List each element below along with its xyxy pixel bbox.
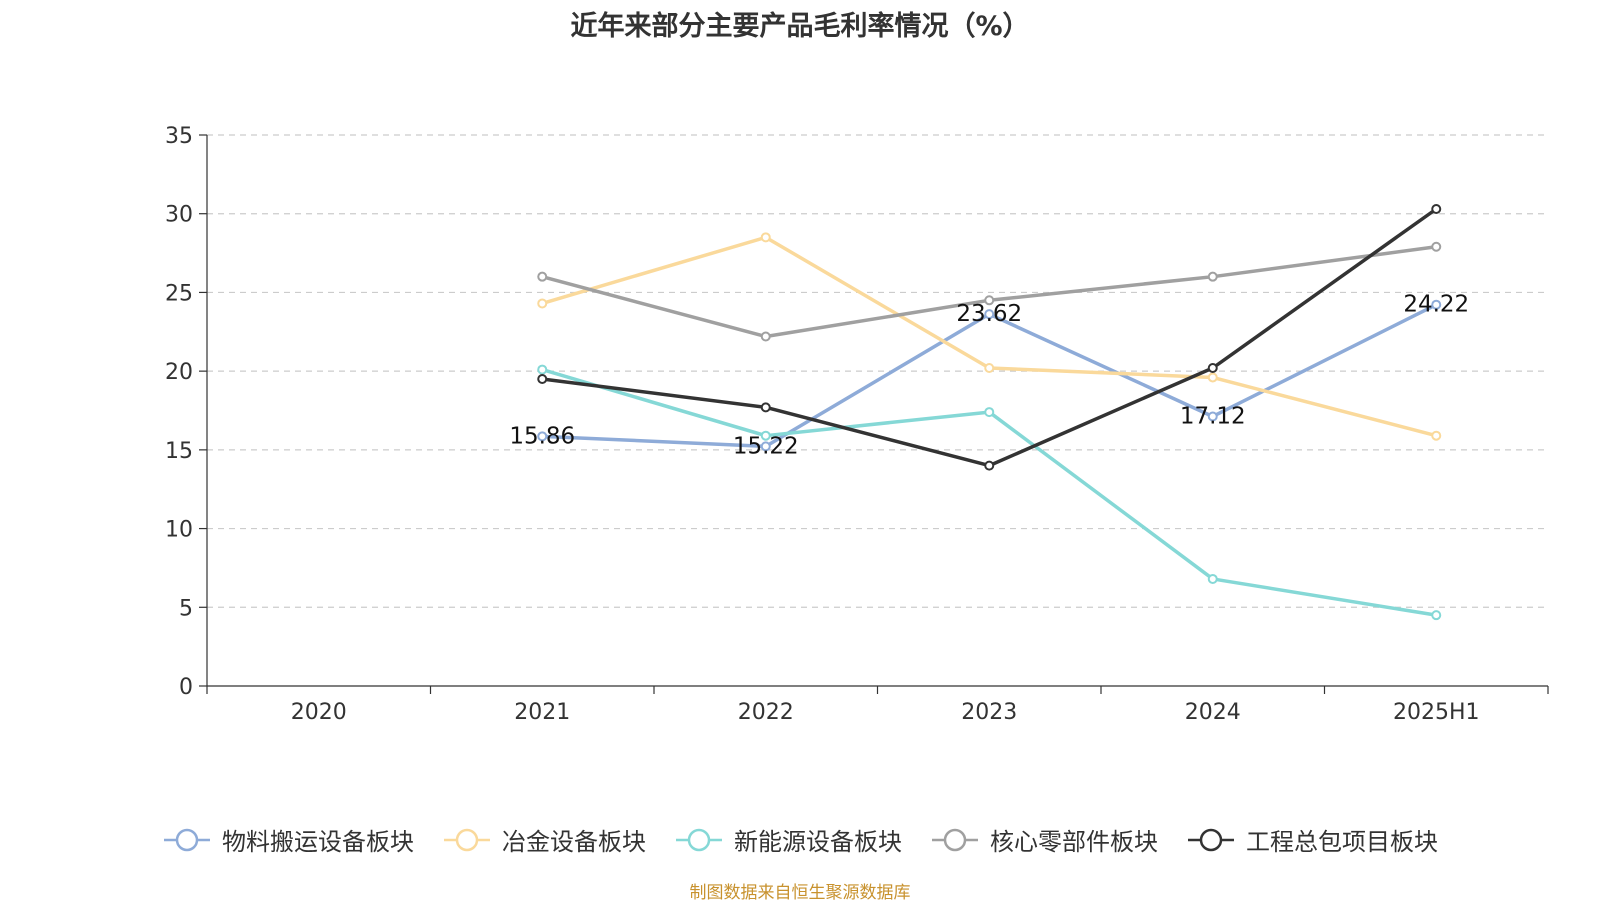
legend-swatch-icon bbox=[932, 828, 978, 851]
series-point-3 bbox=[537, 271, 548, 282]
series-point-3 bbox=[1207, 271, 1218, 282]
y-tick-label: 15 bbox=[165, 439, 193, 464]
series-line-4 bbox=[542, 207, 1438, 468]
legend-swatch-icon bbox=[444, 828, 490, 851]
x-tick-label: 2023 bbox=[961, 700, 1017, 725]
series-point-1 bbox=[537, 298, 548, 309]
x-tick-label: 2025H1 bbox=[1393, 700, 1480, 725]
data-label: 24.22 bbox=[1403, 292, 1469, 318]
legend-label: 工程总包项目板块 bbox=[1246, 828, 1438, 856]
series-point-0 bbox=[984, 309, 995, 320]
legend-swatch-icon bbox=[164, 828, 210, 851]
data-label: 15.86 bbox=[509, 423, 575, 449]
series-line-2 bbox=[541, 367, 1437, 617]
legend-item[interactable]: 物料搬运设备板块 bbox=[162, 822, 414, 857]
series-point-3 bbox=[1431, 241, 1442, 252]
x-tick-label: 2024 bbox=[1185, 700, 1241, 725]
series-point-0 bbox=[1431, 299, 1442, 310]
series-point-3 bbox=[760, 331, 771, 342]
y-tick-label: 30 bbox=[165, 203, 193, 228]
data-source-note: 制图数据来自恒生聚源数据库 bbox=[689, 883, 911, 903]
y-tick-label: 25 bbox=[165, 281, 193, 306]
series-point-1 bbox=[1431, 430, 1442, 441]
series-point-2 bbox=[1431, 610, 1442, 621]
series-point-2 bbox=[760, 430, 771, 441]
x-tick-label: 2020 bbox=[291, 700, 347, 725]
y-tick-label: 20 bbox=[165, 360, 193, 385]
series-point-0 bbox=[760, 441, 771, 452]
legend-label: 冶金设备板块 bbox=[502, 828, 646, 856]
x-tick-label: 2022 bbox=[738, 700, 794, 725]
series-point-1 bbox=[984, 362, 995, 373]
legend-swatch-icon bbox=[1188, 828, 1234, 851]
series-point-0 bbox=[1207, 411, 1218, 422]
series-point-1 bbox=[1207, 372, 1218, 383]
chart-legend: 物料搬运设备板块 冶金设备板块 新能源设备板块 核心零部件板块 工程总包项目板块 bbox=[0, 822, 1600, 857]
series-point-4 bbox=[1431, 203, 1442, 214]
series-point-4 bbox=[760, 402, 771, 413]
data-label: 23.62 bbox=[956, 301, 1022, 327]
y-tick-label: 5 bbox=[179, 596, 193, 621]
series-point-2 bbox=[537, 364, 548, 375]
series-point-2 bbox=[1207, 573, 1218, 584]
data-label: 17.12 bbox=[1180, 403, 1246, 429]
legend-label: 新能源设备板块 bbox=[734, 828, 902, 856]
series-point-4 bbox=[1207, 362, 1218, 373]
series-point-4 bbox=[984, 460, 995, 471]
data-label: 15.22 bbox=[733, 433, 799, 459]
legend-label: 物料搬运设备板块 bbox=[222, 828, 414, 856]
legend-label: 核心零部件板块 bbox=[990, 828, 1158, 856]
series-point-2 bbox=[984, 407, 995, 418]
y-tick-label: 35 bbox=[165, 124, 193, 149]
series-point-3 bbox=[984, 295, 995, 306]
legend-item[interactable]: 冶金设备板块 bbox=[442, 822, 646, 857]
legend-item[interactable]: 核心零部件板块 bbox=[930, 822, 1158, 857]
series-point-0 bbox=[537, 431, 548, 442]
x-tick-label: 2021 bbox=[514, 700, 570, 725]
chart-title: 近年来部分主要产品毛利率情况（%） bbox=[570, 11, 1030, 42]
series-line-1 bbox=[541, 235, 1437, 438]
series-point-1 bbox=[760, 232, 771, 243]
legend-item[interactable]: 工程总包项目板块 bbox=[1186, 822, 1438, 857]
series-point-4 bbox=[537, 374, 548, 385]
legend-item[interactable]: 新能源设备板块 bbox=[674, 822, 902, 857]
y-tick-label: 10 bbox=[165, 518, 193, 543]
y-tick-label: 0 bbox=[179, 675, 193, 700]
legend-swatch-icon bbox=[676, 828, 722, 851]
